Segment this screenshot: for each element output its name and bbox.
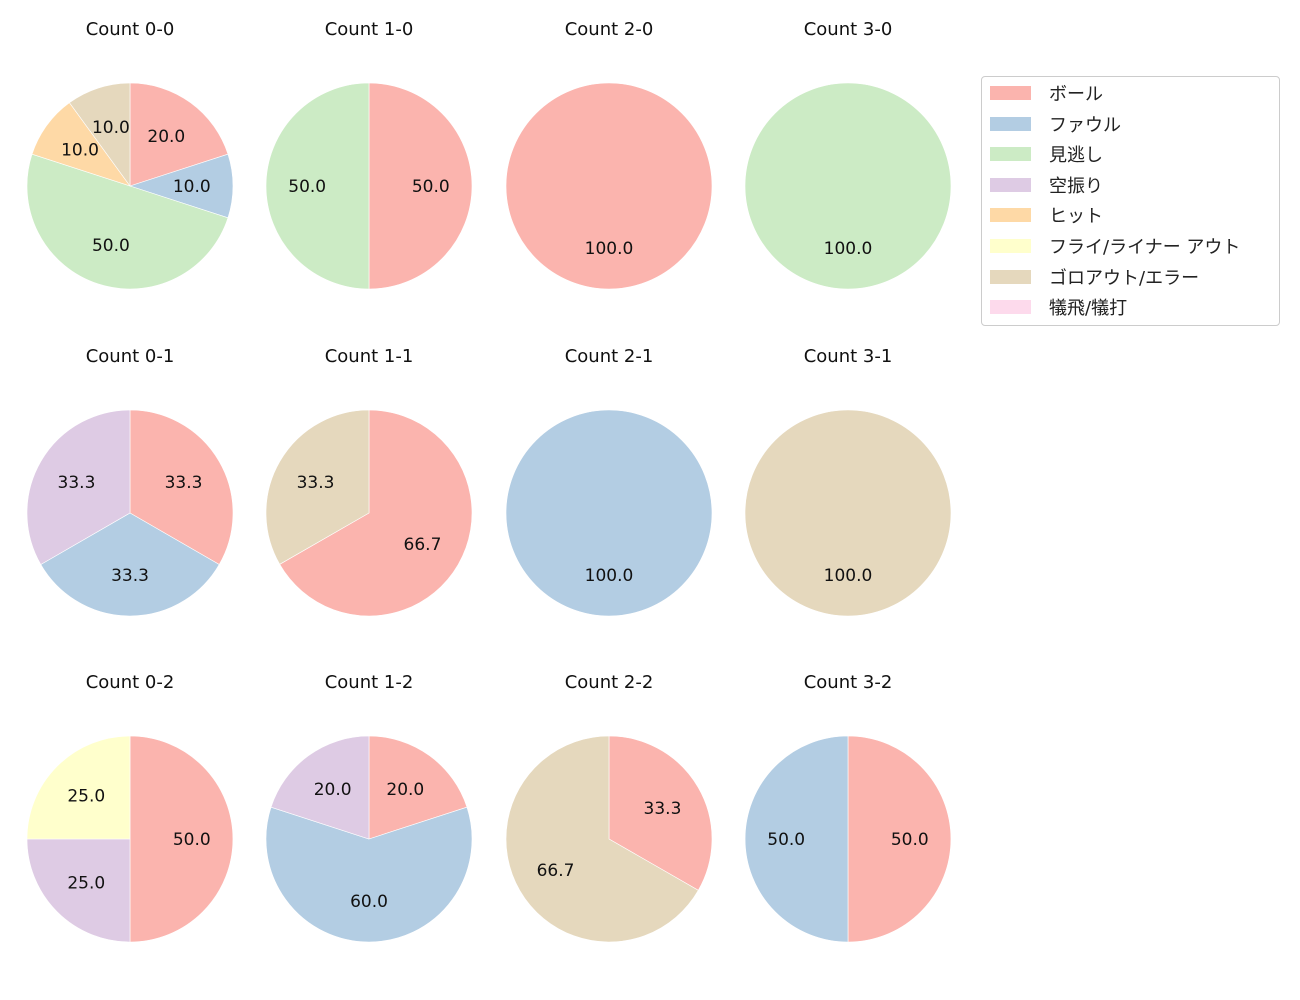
legend-swatch-icon <box>990 239 1031 253</box>
pie-slice <box>265 82 370 290</box>
legend: ボールファウル見逃し空振りヒットフライ/ライナー アウト ゴロアウト/エラー 犠飛/… <box>981 76 1280 326</box>
legend-item: ファウル <box>990 113 1121 136</box>
legend-item: ゴロアウト/エラー <box>990 266 1200 289</box>
pie-count-0-1: Count 0-1 33.3 33.3 33.3 <box>26 346 234 617</box>
pie-count-1-1: Count 1-1 66.7 33.3 <box>265 346 473 617</box>
pie-slice <box>368 735 468 840</box>
pie-title: Count 1-2 <box>325 672 414 693</box>
pie-count-3-2: Count 3-2 50.0 50.0 <box>744 672 952 943</box>
legend-swatch-icon <box>990 300 1031 315</box>
slice-percent-label: 66.7 <box>537 861 575 881</box>
legend-label: ボール <box>1049 84 1103 105</box>
pie-title: Count 2-1 <box>565 346 654 367</box>
pie-slice <box>505 82 713 290</box>
legend-label: 犠飛/犠打 <box>1049 298 1128 320</box>
slice-percent-label: 50.0 <box>767 830 805 850</box>
legend-swatch-icon <box>990 269 1031 284</box>
legend-label: ゴロアウト/エラー <box>1049 267 1200 289</box>
legend-item: 見逃し <box>990 143 1103 167</box>
legend-item: 空振り <box>990 174 1103 197</box>
slice-percent-label: 50.0 <box>92 236 130 256</box>
slice-percent-label: 33.3 <box>111 566 149 586</box>
pie-slice <box>129 735 234 943</box>
slice-percent-label: 20.0 <box>386 780 424 800</box>
pie-count-2-1: Count 2-1 100.0 <box>505 346 713 617</box>
legend-label: フライ/ライナー アウト <box>1049 237 1241 258</box>
pie-slice <box>744 735 849 943</box>
pie-title: Count 1-1 <box>325 346 414 367</box>
slice-percent-label: 50.0 <box>891 830 929 850</box>
pie-title: Count 0-1 <box>86 346 175 367</box>
pie-slice <box>26 838 131 943</box>
pie-slice <box>279 409 473 617</box>
pie-slice <box>608 735 713 891</box>
pie-title: Count 0-0 <box>86 19 175 40</box>
legend-item: ヒット <box>990 204 1103 228</box>
slice-percent-label: 50.0 <box>288 177 326 197</box>
pie-count-2-0: Count 2-0 100.0 <box>505 19 713 290</box>
pie-title: Count 3-2 <box>804 672 893 693</box>
legend-swatch-icon <box>990 116 1031 131</box>
legend-item: フライ/ライナー アウト <box>990 235 1241 258</box>
slice-percent-label: 25.0 <box>67 874 105 894</box>
slice-percent-label: 100.0 <box>585 566 634 586</box>
pie-count-2-2: Count 2-2 33.3 66.7 <box>505 672 713 943</box>
pie-slice <box>265 409 370 565</box>
legend-item: ボール <box>990 82 1103 105</box>
slice-percent-label: 33.3 <box>58 473 96 493</box>
pie-slice <box>129 409 234 565</box>
slice-percent-label: 50.0 <box>412 177 450 197</box>
slice-percent-label: 10.0 <box>61 141 99 161</box>
pie-count-3-0: Count 3-0 100.0 <box>744 19 952 290</box>
pie-title: Count 1-0 <box>325 19 414 40</box>
slice-percent-label: 20.0 <box>147 127 185 147</box>
pie-count-0-0: Count 0-0 20.0 10.0 50.0 10.0 10.0 <box>26 19 234 290</box>
legend-label: 見逃し <box>1049 145 1103 167</box>
pie-count-1-0: Count 1-0 50.0 50.0 <box>265 19 473 290</box>
pie-title: Count 3-0 <box>804 19 893 40</box>
legend-item: 犠飛/犠打 <box>990 296 1128 320</box>
pie-slice <box>744 409 952 617</box>
pie-slice <box>26 153 229 290</box>
pie-slice <box>744 82 952 290</box>
pie-slice <box>26 735 131 840</box>
pie-slice <box>847 735 952 943</box>
pie-count-0-2: Count 0-2 50.0 25.0 25.0 <box>26 672 234 943</box>
legend-swatch-icon <box>990 86 1031 100</box>
pie-slice <box>69 82 131 187</box>
slice-percent-label: 50.0 <box>173 830 211 850</box>
legend-swatch-icon <box>990 177 1031 192</box>
slice-percent-label: 100.0 <box>585 239 634 259</box>
legend-label: ファウル <box>1049 114 1121 136</box>
slice-percent-label: 10.0 <box>92 118 130 138</box>
slice-percent-label: 60.0 <box>350 892 388 912</box>
pie-title: Count 3-1 <box>804 346 893 367</box>
pie-title: Count 2-0 <box>565 19 654 40</box>
slice-percent-label: 100.0 <box>824 566 873 586</box>
pie-slice <box>505 409 713 617</box>
pie-slice <box>368 82 473 290</box>
pie-count-1-2: Count 1-2 20.0 60.0 20.0 <box>265 672 473 943</box>
pie-slice <box>129 82 229 187</box>
slice-percent-label: 25.0 <box>67 786 105 806</box>
legend-label: ヒット <box>1049 206 1103 228</box>
pie-slice <box>270 735 370 840</box>
pie-slice <box>265 806 473 943</box>
slice-percent-label: 33.3 <box>165 473 203 493</box>
pie-count-3-1: Count 3-1 100.0 <box>744 346 952 617</box>
slice-percent-label: 66.7 <box>404 535 442 555</box>
slice-percent-label: 10.0 <box>173 177 211 197</box>
legend-label: 空振り <box>1049 175 1103 197</box>
legend-swatch-icon <box>990 147 1031 162</box>
pie-slice <box>505 735 699 943</box>
pie-title: Count 2-2 <box>565 672 654 693</box>
slice-percent-label: 33.3 <box>297 473 335 493</box>
pie-title: Count 0-2 <box>86 672 175 693</box>
slice-percent-label: 100.0 <box>824 239 873 259</box>
legend-swatch-icon <box>990 208 1031 223</box>
slice-percent-label: 33.3 <box>644 799 682 819</box>
pie-slice <box>26 409 131 565</box>
slice-percent-label: 20.0 <box>314 780 352 800</box>
